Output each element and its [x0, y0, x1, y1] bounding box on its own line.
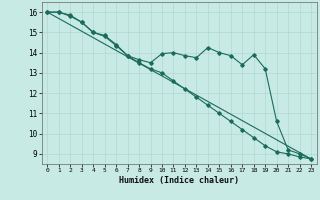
X-axis label: Humidex (Indice chaleur): Humidex (Indice chaleur) [119, 176, 239, 185]
